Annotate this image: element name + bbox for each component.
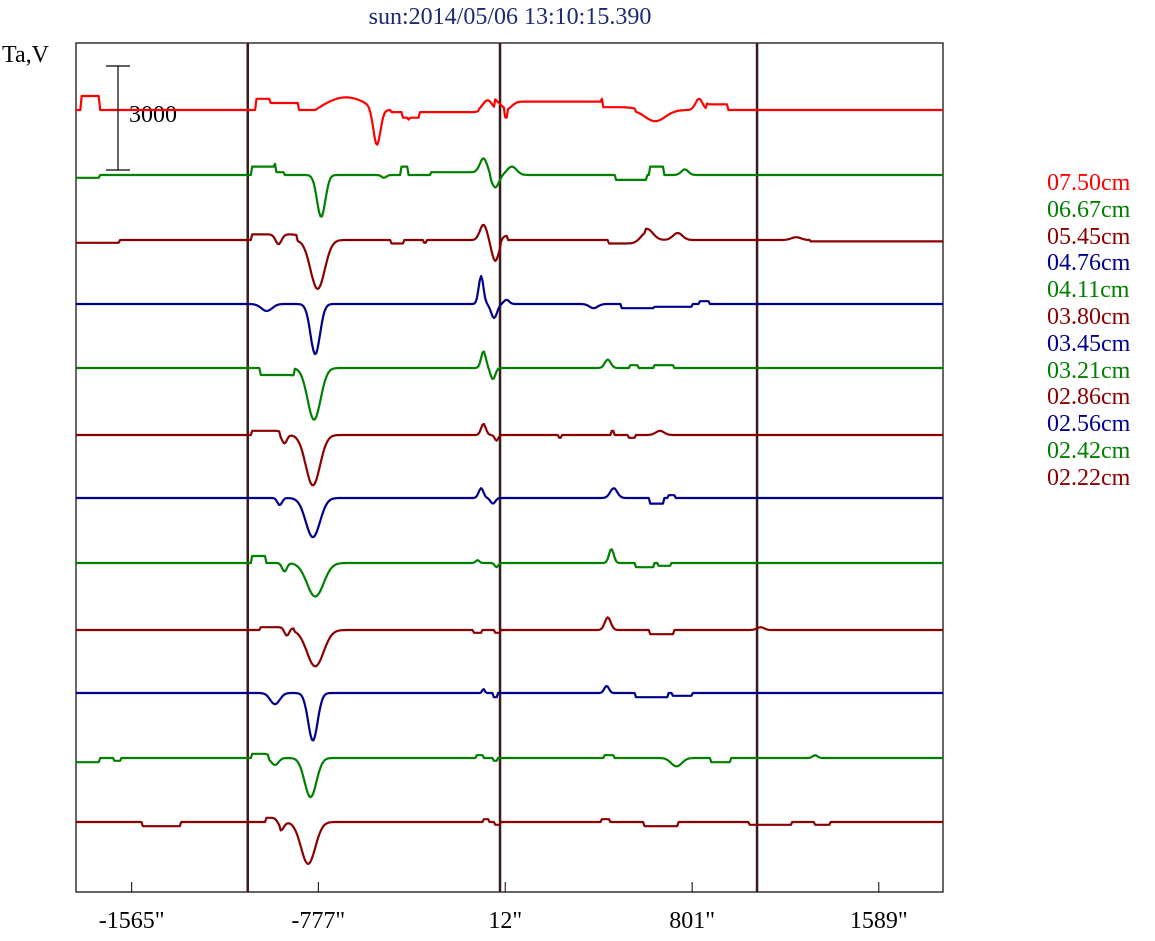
x-tick-label: -1565" bbox=[98, 908, 165, 934]
legend-item: 02.56cm bbox=[1047, 411, 1131, 438]
series-line-02.86cm bbox=[76, 616, 943, 668]
series-line-03.80cm bbox=[76, 422, 943, 487]
x-tick-label: 12" bbox=[488, 908, 523, 934]
series-line-04.76cm bbox=[76, 274, 943, 356]
plot-frame bbox=[75, 42, 944, 893]
series-line-02.56cm bbox=[76, 684, 943, 742]
x-tick-label: 801" bbox=[669, 908, 716, 934]
legend-item: 06.67cm bbox=[1047, 196, 1131, 223]
x-tick-label: -777" bbox=[291, 908, 346, 934]
scale-bar-label: 3000 bbox=[129, 102, 177, 128]
series-line-02.42cm bbox=[76, 752, 943, 799]
x-tick-label: 1589" bbox=[849, 908, 908, 934]
legend-item: 03.45cm bbox=[1047, 330, 1131, 357]
legend-item: 03.21cm bbox=[1047, 357, 1131, 384]
legend-item: 07.50cm bbox=[1047, 170, 1131, 196]
series-line-04.11cm bbox=[76, 350, 943, 421]
series-line-03.21cm bbox=[76, 548, 943, 598]
legend-item: 04.76cm bbox=[1047, 250, 1131, 277]
series-line-06.67cm bbox=[76, 157, 943, 218]
legend-item: 05.45cm bbox=[1047, 223, 1131, 250]
legend-item: 02.86cm bbox=[1047, 384, 1131, 411]
legend: 07.50cm 06.67cm 05.45cm 04.76cm 04.11cm 03.80… bbox=[1047, 170, 1130, 492]
y-axis-label: Ta,V bbox=[2, 42, 49, 68]
legend-item: 03.80cm bbox=[1047, 303, 1131, 330]
legend-item: 02.42cm bbox=[1047, 437, 1131, 464]
legend-item: 02.22cm bbox=[1047, 464, 1131, 491]
series-line-02.22cm bbox=[76, 816, 943, 866]
series-line-05.45cm bbox=[76, 223, 943, 291]
series-line-03.45cm bbox=[76, 487, 943, 539]
series-line-07.50cm bbox=[76, 94, 943, 146]
legend-item: 04.11cm bbox=[1047, 277, 1130, 304]
chart-title: sun:2014/05/06 13:10:15.390 bbox=[368, 4, 652, 30]
